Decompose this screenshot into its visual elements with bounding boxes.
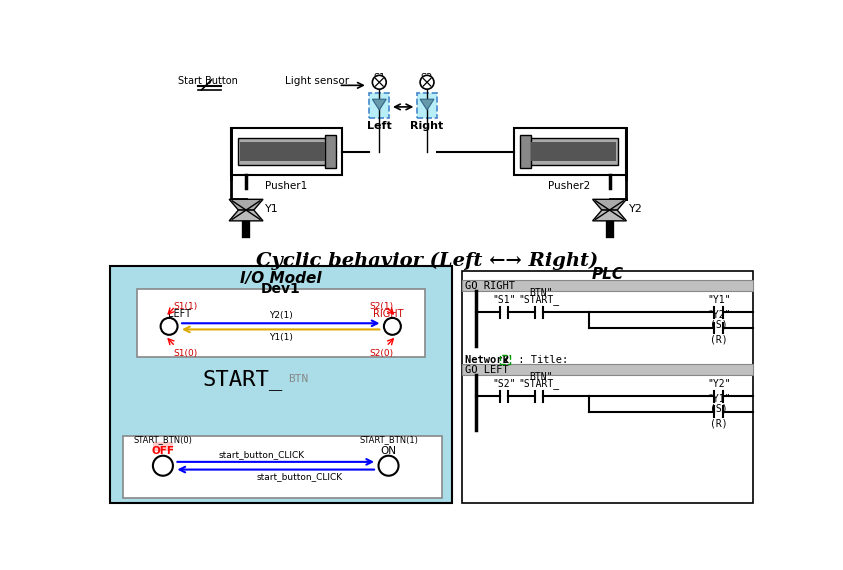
Text: START_BTN(1): START_BTN(1): [359, 435, 418, 444]
Text: "Y1": "Y1": [707, 394, 731, 404]
Text: Y2(1): Y2(1): [269, 311, 293, 320]
Text: S1(1): S1(1): [174, 302, 198, 311]
Text: BTN: BTN: [288, 374, 309, 384]
Text: (S): (S): [710, 404, 728, 413]
Polygon shape: [420, 99, 434, 110]
Text: START_BTN(0): START_BTN(0): [133, 435, 192, 444]
Text: I/O Model: I/O Model: [240, 271, 321, 286]
Circle shape: [384, 318, 401, 335]
Circle shape: [420, 75, 434, 89]
Polygon shape: [229, 200, 263, 210]
Bar: [531, 142, 616, 161]
Text: GO LEFT: GO LEFT: [464, 365, 508, 375]
Bar: [520, 135, 531, 169]
Text: : Title:: : Title:: [512, 355, 568, 365]
Text: "START_: "START_: [518, 294, 559, 305]
Text: Cyclic behavior (Left ←→ Right): Cyclic behavior (Left ←→ Right): [256, 252, 599, 270]
Text: "Y2": "Y2": [707, 310, 731, 320]
Text: Pusher2: Pusher2: [548, 181, 591, 191]
Polygon shape: [373, 99, 386, 110]
Bar: [231, 128, 342, 174]
Text: Y1: Y1: [266, 203, 279, 214]
Bar: [123, 437, 443, 498]
Bar: [239, 138, 327, 165]
Text: start_button_CLICK: start_button_CLICK: [257, 472, 343, 481]
Polygon shape: [229, 210, 263, 221]
Text: "START_: "START_: [518, 378, 559, 389]
Text: (R): (R): [710, 419, 728, 429]
Circle shape: [161, 318, 178, 335]
Text: "S2": "S2": [492, 378, 516, 389]
Bar: [514, 128, 626, 174]
Text: (S): (S): [710, 319, 728, 329]
Bar: [153, 442, 173, 451]
Bar: [417, 93, 437, 117]
Text: "Y2": "Y2": [707, 378, 731, 389]
Text: (R): (R): [710, 335, 728, 345]
Text: Left: Left: [367, 121, 392, 131]
Text: GO RIGHT: GO RIGHT: [464, 281, 515, 291]
Text: S1: S1: [373, 73, 385, 83]
Bar: [500, 355, 510, 364]
Bar: [137, 290, 426, 357]
Bar: [110, 266, 453, 503]
Bar: [369, 93, 389, 117]
Polygon shape: [593, 200, 626, 210]
Text: Right: Right: [411, 121, 443, 131]
Text: PLC: PLC: [592, 267, 624, 282]
Text: S1(0): S1(0): [174, 349, 198, 359]
Text: RIGHT: RIGHT: [373, 310, 404, 319]
Bar: [240, 142, 325, 161]
Text: 0: 0: [166, 321, 172, 331]
Text: Y1(1): Y1(1): [269, 332, 293, 341]
Polygon shape: [593, 210, 626, 221]
Text: "Y1": "Y1": [707, 295, 731, 305]
Text: LEFT: LEFT: [168, 310, 191, 319]
Bar: [462, 280, 753, 291]
Bar: [462, 364, 753, 375]
Bar: [462, 271, 753, 503]
Text: Light sensor: Light sensor: [285, 76, 349, 86]
Text: 2: 2: [502, 355, 508, 365]
Circle shape: [153, 455, 173, 476]
Text: S2(0): S2(0): [369, 349, 394, 359]
Circle shape: [373, 75, 386, 89]
Text: BTN": BTN": [529, 288, 553, 298]
Text: "S1": "S1": [492, 295, 516, 305]
Text: Network: Network: [464, 355, 515, 365]
Circle shape: [379, 455, 399, 476]
Text: Start Button: Start Button: [178, 76, 238, 86]
Text: start_button_CLICK: start_button_CLICK: [218, 450, 304, 459]
Text: Y2: Y2: [629, 203, 642, 214]
Bar: [325, 135, 336, 169]
Text: BTN": BTN": [529, 372, 553, 382]
Text: Pusher1: Pusher1: [265, 181, 307, 191]
Text: S2: S2: [421, 73, 433, 83]
Bar: [529, 138, 618, 165]
Text: ON: ON: [380, 446, 396, 457]
Text: OFF: OFF: [152, 446, 175, 457]
Text: S2(1): S2(1): [369, 302, 394, 311]
Text: Dev1: Dev1: [260, 282, 301, 296]
Text: 0: 0: [159, 461, 166, 471]
Text: START_: START_: [202, 369, 282, 390]
